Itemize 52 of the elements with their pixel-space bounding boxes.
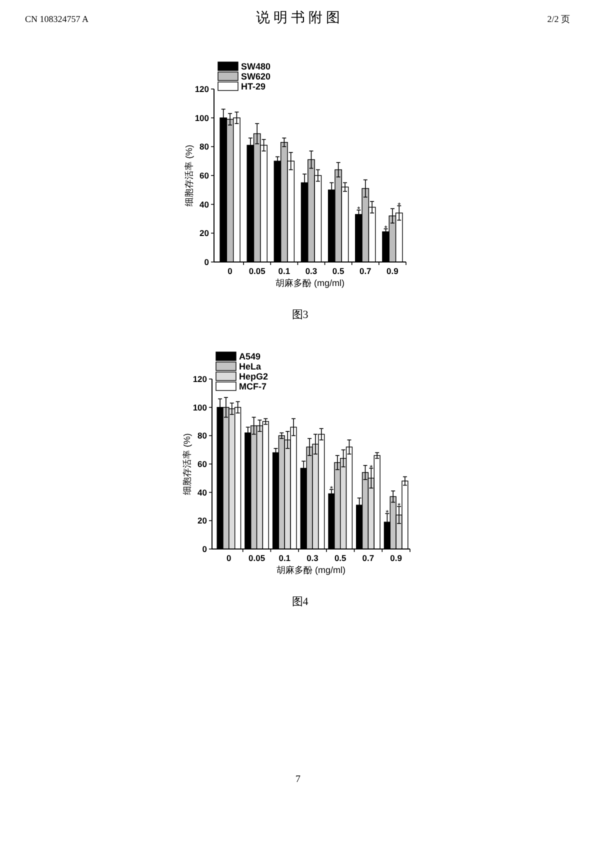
x-tick-label: 0.5 xyxy=(334,553,347,563)
y-tick-label: 20 xyxy=(200,228,210,238)
data-label: * xyxy=(398,200,401,210)
legend-label: SW480 xyxy=(241,62,271,72)
y-tick-label: 80 xyxy=(198,430,208,441)
y-tick-label: 0 xyxy=(204,257,210,267)
y-axis-title: 细胞存活率 (%) xyxy=(182,433,192,495)
x-tick-label: 0.9 xyxy=(386,266,399,276)
y-tick-label: 80 xyxy=(200,142,210,152)
x-tick-label: 0.7 xyxy=(362,553,374,563)
x-tick-label: 0.5 xyxy=(332,266,344,276)
legend-label: MCF-7 xyxy=(239,382,266,392)
text: 图4 xyxy=(292,596,309,608)
data-label: * xyxy=(330,484,334,494)
text: 说 明 书 附 图 xyxy=(256,10,340,26)
legend-label: HepG2 xyxy=(239,372,268,382)
data-label: * xyxy=(384,224,388,233)
legend-label: HT-29 xyxy=(241,82,266,92)
data-label: * xyxy=(370,463,373,472)
legend-label: HeLa xyxy=(239,362,262,372)
x-tick-label: 0 xyxy=(226,553,232,563)
x-tick-label: 0.05 xyxy=(248,266,266,276)
legend-label: A549 xyxy=(239,352,261,362)
x-tick-label: 0.1 xyxy=(278,553,291,563)
data-label: * xyxy=(386,508,389,518)
text: 7 xyxy=(296,774,300,785)
x-axis-title: 胡麻多酚 (mg/ml) xyxy=(276,565,346,575)
x-tick-label: 0.1 xyxy=(278,266,290,276)
y-tick-label: 0 xyxy=(202,544,208,554)
x-tick-label: 0.3 xyxy=(306,553,319,563)
y-tick-label: 60 xyxy=(198,459,208,469)
x-tick-label: 0 xyxy=(228,266,233,276)
y-tick-label: 100 xyxy=(192,402,208,412)
x-axis-title: 胡麻多酚 (mg/ml) xyxy=(276,278,344,288)
y-tick-label: 120 xyxy=(192,374,208,384)
y-tick-label: 40 xyxy=(200,199,210,210)
legend-label: SW620 xyxy=(241,72,271,82)
y-tick-label: 100 xyxy=(194,112,210,123)
y-axis-title: 细胞存活率 (%) xyxy=(184,144,194,206)
y-tick-label: 40 xyxy=(198,487,208,498)
text: 图3 xyxy=(292,309,309,321)
x-tick-label: 0.7 xyxy=(359,266,372,276)
y-tick-label: 60 xyxy=(200,170,210,180)
data-label: * xyxy=(397,502,401,510)
y-tick-label: 20 xyxy=(198,516,208,526)
data-label: * xyxy=(357,205,360,214)
text: CN 108324757 A xyxy=(25,14,90,24)
y-tick-label: 120 xyxy=(194,84,210,94)
x-tick-label: 0.3 xyxy=(305,266,318,276)
text: 2/2 页 xyxy=(547,14,570,24)
x-tick-label: 0.05 xyxy=(248,553,266,563)
x-tick-label: 0.9 xyxy=(390,553,402,563)
